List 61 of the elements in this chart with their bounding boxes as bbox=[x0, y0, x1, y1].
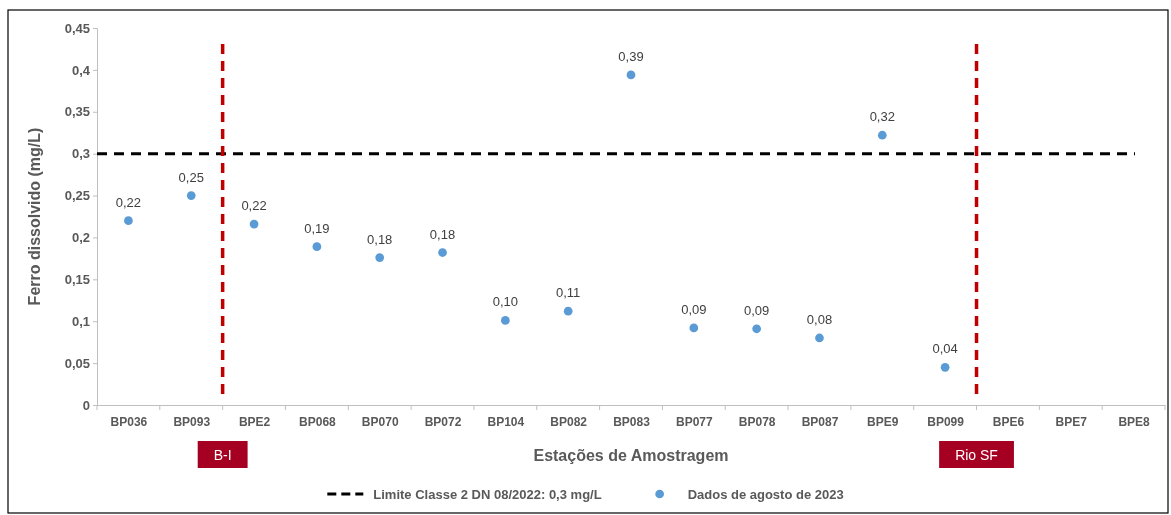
point bbox=[124, 216, 133, 226]
x-tick-label: BPE7 bbox=[1055, 414, 1088, 429]
data-label: 0,08 bbox=[806, 311, 833, 327]
x-tick-label: BP082 bbox=[550, 414, 588, 429]
x-tick-label: BPE2 bbox=[238, 414, 271, 429]
x-tick-label: BP036 bbox=[110, 414, 148, 429]
data-label: 0,32 bbox=[869, 109, 895, 125]
text: Rio SF bbox=[955, 447, 998, 463]
x-tick-label: BP068 bbox=[299, 414, 337, 429]
x-axis-title: Estações de Amostragem bbox=[533, 447, 729, 464]
point bbox=[689, 323, 699, 333]
x-tick-label: BP077 bbox=[675, 414, 713, 429]
y-tick-label: 0,25 bbox=[64, 188, 90, 204]
data-label: 0,19 bbox=[304, 220, 330, 236]
point bbox=[375, 253, 385, 262]
legend-label: Limite Classe 2 DN 08/2022: 0,3 mg/L bbox=[373, 487, 602, 502]
point bbox=[438, 248, 447, 257]
point bbox=[815, 333, 824, 343]
y-tick-label: 0,2 bbox=[71, 230, 90, 246]
point bbox=[563, 306, 573, 316]
point bbox=[940, 362, 950, 372]
point bbox=[752, 324, 762, 334]
x-tick-label: BPE9 bbox=[867, 414, 899, 429]
data-label: 0,22 bbox=[115, 194, 142, 210]
data-label: 0,10 bbox=[492, 294, 519, 310]
x-tick-label: BP093 bbox=[173, 414, 211, 429]
data-label: 0,25 bbox=[178, 169, 204, 185]
y-tick-label: 0,1 bbox=[71, 313, 90, 329]
x-tick-label: BPE8 bbox=[1118, 414, 1151, 429]
x-tick-label: BP087 bbox=[801, 414, 839, 429]
point bbox=[249, 219, 259, 229]
y-tick-label: 0 bbox=[82, 397, 90, 413]
data-label: 0,09 bbox=[681, 301, 707, 317]
point bbox=[877, 130, 887, 140]
data-label: 0,39 bbox=[618, 48, 644, 64]
x-tick-label: BP099 bbox=[927, 414, 965, 429]
data-label: 0,18 bbox=[367, 231, 393, 247]
x-tick-label: BP070 bbox=[361, 414, 399, 429]
x-tick-label: BP104 bbox=[487, 414, 525, 429]
y-tick-label: 0,35 bbox=[64, 104, 90, 120]
x-tick-label: BP078 bbox=[738, 414, 776, 429]
text: B-I bbox=[213, 447, 232, 463]
y-axis-title: Ferro dissolvido (mg/L) bbox=[26, 127, 43, 306]
y-tick-label: 0,15 bbox=[64, 271, 90, 287]
data-label: 0,22 bbox=[241, 198, 267, 214]
x-tick-label: BPE6 bbox=[992, 414, 1025, 429]
data-label: 0,11 bbox=[556, 285, 581, 301]
point bbox=[626, 70, 636, 80]
y-tick-label: 0,3 bbox=[71, 146, 90, 162]
y-tick-label: 0,05 bbox=[64, 355, 90, 371]
x-tick-label: BP072 bbox=[424, 414, 462, 429]
point bbox=[186, 191, 196, 200]
data-label: 0,09 bbox=[743, 302, 770, 318]
y-tick-label: 0,45 bbox=[64, 20, 90, 36]
data-label: 0,04 bbox=[932, 341, 958, 357]
legend-label: Dados de agosto de 2023 bbox=[687, 487, 844, 502]
point bbox=[312, 242, 322, 252]
x-tick-label: BP083 bbox=[613, 414, 651, 429]
point bbox=[500, 316, 510, 325]
data-label: 0,18 bbox=[429, 226, 456, 242]
y-tick-label: 0,4 bbox=[71, 62, 91, 78]
